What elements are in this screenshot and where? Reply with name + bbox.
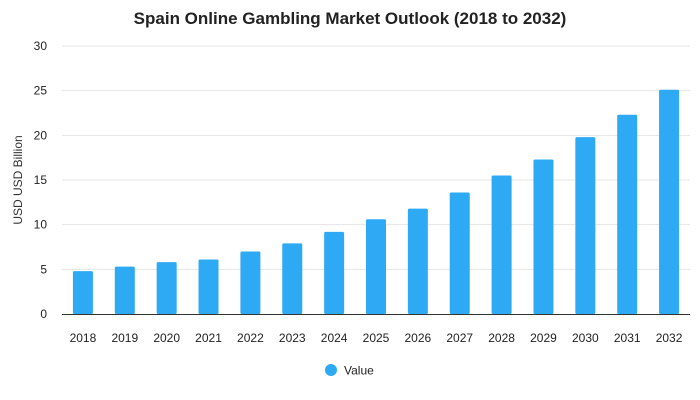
x-tick-label: 2020 bbox=[153, 331, 180, 345]
bar-2022[interactable] bbox=[240, 251, 261, 314]
y-axis-title: USD USD Billion bbox=[11, 135, 25, 224]
x-tick-label: 2023 bbox=[279, 331, 306, 345]
x-tick-label: 2019 bbox=[111, 331, 138, 345]
y-tick-label: 0 bbox=[40, 307, 47, 321]
bar-2028[interactable] bbox=[491, 175, 512, 314]
bar-2031[interactable] bbox=[617, 114, 638, 314]
x-tick-label: 2030 bbox=[572, 331, 599, 345]
legend-marker bbox=[325, 364, 337, 376]
x-tick-label: 2024 bbox=[321, 331, 348, 345]
y-tick-label: 5 bbox=[40, 262, 47, 276]
x-tick-label: 2029 bbox=[530, 331, 557, 345]
bar-2023[interactable] bbox=[282, 243, 303, 314]
x-tick-label: 2021 bbox=[195, 331, 222, 345]
bar-2032[interactable] bbox=[659, 89, 680, 314]
x-tick-label: 2032 bbox=[656, 331, 683, 345]
bar-2021[interactable] bbox=[198, 259, 219, 314]
bar-2029[interactable] bbox=[533, 159, 554, 314]
y-tick-label: 15 bbox=[34, 173, 48, 187]
x-tick-label: 2027 bbox=[446, 331, 473, 345]
legend[interactable]: Value bbox=[325, 364, 374, 378]
bar-2026[interactable] bbox=[407, 208, 428, 314]
x-tick-label: 2028 bbox=[488, 331, 515, 345]
bar-2018[interactable] bbox=[72, 271, 93, 314]
bar-2020[interactable] bbox=[156, 262, 177, 314]
x-axis-ticks: 2018 2019 2020 2021 2022 2023 2024 2025 2026 2027… bbox=[70, 331, 683, 345]
bar-2027[interactable] bbox=[449, 192, 470, 314]
x-tick-label: 2025 bbox=[363, 331, 390, 345]
bars bbox=[72, 89, 680, 314]
y-tick-label: 20 bbox=[34, 128, 48, 142]
x-tick-label: 2022 bbox=[237, 331, 264, 345]
legend-label: Value bbox=[344, 364, 374, 378]
x-tick-label: 2018 bbox=[70, 331, 97, 345]
y-axis-ticks: 0 5 10 15 20 25 30 bbox=[34, 39, 48, 321]
bar-2030[interactable] bbox=[575, 137, 596, 314]
bar-2025[interactable] bbox=[366, 219, 386, 314]
y-tick-label: 25 bbox=[34, 84, 48, 98]
y-tick-label: 10 bbox=[34, 218, 48, 232]
x-tick-label: 2031 bbox=[614, 331, 641, 345]
x-tick-label: 2026 bbox=[405, 331, 432, 345]
bar-2024[interactable] bbox=[324, 231, 345, 314]
bar-2019[interactable] bbox=[114, 266, 135, 314]
y-tick-label: 30 bbox=[34, 39, 48, 53]
chart-title: Spain Online Gambling Market Outlook (20… bbox=[133, 9, 567, 28]
